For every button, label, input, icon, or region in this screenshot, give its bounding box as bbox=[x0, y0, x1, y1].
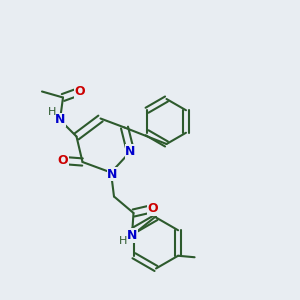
Text: N: N bbox=[55, 113, 65, 127]
Text: H: H bbox=[48, 107, 57, 118]
Text: H: H bbox=[119, 236, 127, 247]
Text: N: N bbox=[127, 229, 137, 242]
Text: O: O bbox=[58, 154, 68, 167]
Text: N: N bbox=[125, 145, 136, 158]
Text: N: N bbox=[107, 167, 118, 181]
Text: O: O bbox=[148, 202, 158, 215]
Text: O: O bbox=[74, 85, 85, 98]
